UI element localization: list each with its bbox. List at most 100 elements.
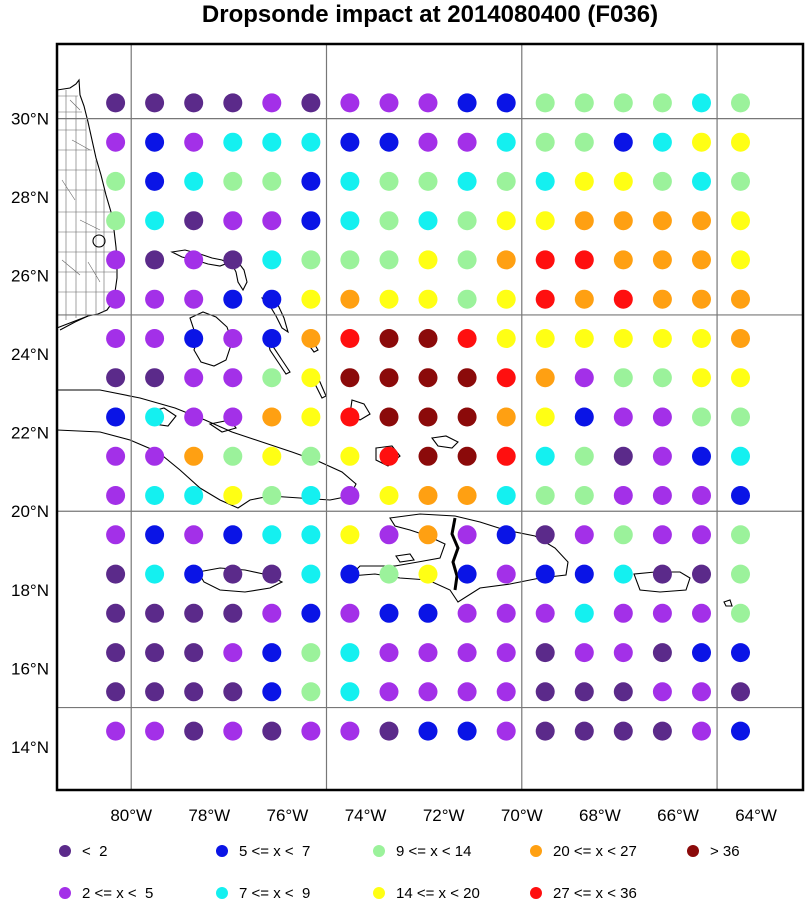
impact-dot	[340, 211, 360, 231]
impact-dot	[106, 407, 126, 427]
impact-dot	[496, 132, 516, 152]
impact-dot	[184, 721, 204, 741]
impact-dot	[223, 643, 243, 663]
impact-dot	[574, 93, 594, 113]
latitude-tick-label: 20°N	[11, 502, 49, 521]
impact-dot	[457, 289, 477, 309]
impact-dot	[535, 721, 555, 741]
map-frame	[55, 42, 805, 792]
impact-dot	[692, 486, 711, 505]
impact-dot	[379, 721, 399, 741]
impact-dot	[692, 407, 711, 427]
florida-county-lines	[57, 90, 116, 320]
impact-dot	[535, 329, 555, 348]
impact-dot	[106, 603, 126, 623]
impact-dot	[145, 368, 165, 388]
legend-label: > 36	[710, 843, 740, 860]
impact-dot	[535, 407, 555, 427]
impact-dot	[574, 171, 594, 191]
impact-dot	[692, 564, 711, 584]
impact-dot	[652, 486, 672, 505]
impact-dot	[535, 368, 555, 388]
legend-swatch	[373, 845, 385, 857]
impact-dot	[418, 682, 438, 702]
impact-dot	[613, 564, 633, 584]
impact-dot	[145, 289, 165, 309]
impact-dot	[106, 564, 126, 584]
lake-okeechobee	[92, 234, 106, 248]
impact-dot	[692, 368, 711, 388]
legend-label: 20 <= x < 27	[553, 843, 637, 860]
impact-dot	[496, 250, 516, 270]
impact-dot	[652, 525, 672, 545]
impact-dot	[418, 446, 438, 466]
impact-dot	[692, 211, 711, 231]
impact-dot	[106, 643, 126, 663]
impact-dot	[418, 721, 438, 741]
haiti-dr-border	[450, 517, 460, 591]
impact-dot	[496, 289, 516, 309]
impact-dot	[106, 250, 126, 270]
impact-dot	[731, 721, 750, 741]
impact-dot	[731, 407, 750, 427]
impact-dot	[535, 564, 555, 584]
impact-dot	[418, 93, 438, 113]
impact-dot	[574, 446, 594, 466]
virgin-islands	[723, 599, 733, 607]
impact-dot	[106, 486, 126, 505]
legend-swatch	[530, 887, 542, 899]
impact-dot	[301, 682, 321, 702]
impact-dot	[613, 643, 633, 663]
impact-dot	[262, 486, 282, 505]
impact-dot	[184, 289, 204, 309]
impact-dot	[652, 171, 672, 191]
impact-dot	[496, 171, 516, 191]
impact-dot	[496, 446, 516, 466]
impact-dot	[379, 289, 399, 309]
graticule	[57, 44, 803, 790]
impact-dot	[106, 682, 126, 702]
impact-dot	[340, 250, 360, 270]
florida-keys	[59, 315, 89, 331]
impact-dot	[496, 93, 516, 113]
impact-dot	[457, 525, 477, 545]
impact-dot	[223, 446, 243, 466]
impact-dot	[613, 446, 633, 466]
exuma-cays	[267, 339, 291, 375]
impact-dot	[613, 486, 633, 505]
impact-dot	[418, 603, 438, 623]
impact-dot	[731, 211, 750, 231]
impact-dot	[652, 93, 672, 113]
impact-dot	[613, 132, 633, 152]
impact-dot	[262, 211, 282, 231]
legend: < 2 5 <= x < 7 9 <= x < 14 20 <= x < 27 > 36…	[59, 843, 740, 900]
impact-dot	[223, 250, 243, 270]
latitude-tick-label: 24°N	[11, 345, 49, 364]
impact-dot	[496, 564, 516, 584]
legend-swatch	[59, 887, 71, 899]
impact-dot	[652, 132, 672, 152]
impact-dot	[379, 603, 399, 623]
impact-dot	[535, 643, 555, 663]
impact-dot	[262, 446, 282, 466]
impact-dot	[262, 289, 282, 309]
impact-dot	[574, 525, 594, 545]
impact-dot	[262, 93, 282, 113]
impact-dot	[535, 171, 555, 191]
impact-dot	[692, 132, 711, 152]
impact-dot	[262, 368, 282, 388]
impact-dot	[731, 93, 750, 113]
impact-dot	[731, 446, 750, 466]
impact-dot	[184, 171, 204, 191]
impact-dot	[301, 603, 321, 623]
impact-dot	[574, 407, 594, 427]
legend-label: 9 <= x < 14	[396, 843, 471, 860]
impact-dot	[496, 407, 516, 427]
impact-dot	[184, 407, 204, 427]
legend-label: 27 <= x < 36	[553, 885, 637, 900]
impact-dot	[223, 407, 243, 427]
impact-dot	[692, 171, 711, 191]
impact-dot	[613, 329, 633, 348]
longitude-tick-label: 70°W	[501, 806, 543, 825]
longitude-tick-label: 64°W	[735, 806, 777, 825]
